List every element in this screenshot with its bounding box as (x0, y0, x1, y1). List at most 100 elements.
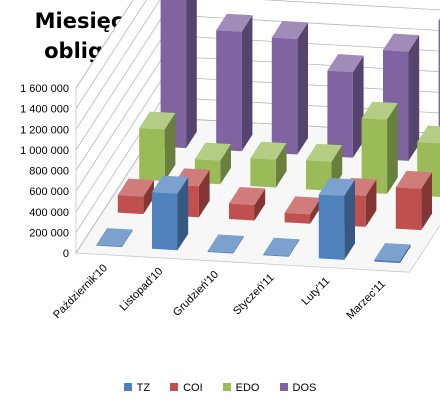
bar-front (263, 254, 289, 257)
bar-side (164, 113, 176, 182)
bar-top (207, 234, 244, 253)
bar-front (361, 118, 388, 194)
bar-side (198, 169, 210, 218)
legend-swatch (279, 383, 288, 391)
bar-tz (96, 228, 133, 248)
bar-front (96, 244, 122, 248)
y-tick-label: 200 000 (29, 227, 69, 239)
legend-item-edo: EDO (222, 382, 260, 394)
bar-dos (160, 0, 197, 149)
x-tick-label: Październik'10 (51, 262, 110, 321)
y-tick-label: 1 200 000 (20, 124, 69, 136)
x-tick-label: Luty'11 (300, 275, 333, 308)
bar-front (284, 212, 311, 224)
bar-side (177, 177, 189, 251)
bar-tz (207, 234, 244, 254)
x-tick-label: Grudzień'10 (171, 269, 221, 319)
bar-side (254, 188, 266, 221)
bar-coi (284, 196, 321, 224)
bar-coi (229, 187, 266, 221)
bar-side (344, 179, 355, 260)
bar-front (318, 194, 345, 260)
bar-front (395, 187, 422, 231)
bar-side (352, 55, 364, 158)
x-tick-label: Styczeń'11 (231, 272, 277, 318)
bar-top (263, 237, 300, 256)
bar-side (220, 144, 231, 185)
x-tick-label: Marzec'11 (344, 278, 388, 322)
y-tick-label: 1 400 000 (20, 104, 69, 116)
y-tick-label: 800 000 (29, 166, 69, 178)
bar-front (229, 203, 255, 221)
bar-top (194, 142, 231, 161)
y-tick-label: 1 600 000 (20, 83, 69, 95)
bar-front (207, 251, 234, 254)
bar-front (374, 259, 400, 264)
bar-tz (318, 178, 355, 260)
bar-chart-3d: 0 200 000 400 000 600 000 800 000 1 000 000 1 … (20, 0, 440, 322)
legend: TZ COI EDO DOS (0, 382, 440, 394)
bar-front (160, 0, 187, 149)
bar-top (216, 13, 253, 32)
bar-top (417, 125, 440, 144)
legend-item-tz: TZ (123, 382, 151, 394)
x-tick-label: Listopad'10 (117, 265, 165, 313)
bar-front (306, 160, 332, 191)
legend-label: TZ (136, 382, 151, 394)
legend-swatch (222, 383, 231, 391)
bar-side (387, 103, 398, 194)
gridline (75, 0, 147, 109)
bar-tz (263, 237, 300, 257)
bar-coi (117, 178, 154, 215)
bar-top (327, 54, 364, 73)
bars (96, 0, 440, 264)
legend-label: EDO (235, 382, 260, 394)
legend-label: DOS (292, 382, 317, 394)
bar-top (395, 170, 432, 189)
bar-side (186, 0, 197, 149)
y-tick-label: 400 000 (29, 207, 69, 219)
bar-top (361, 101, 398, 120)
bar-side (399, 244, 411, 264)
bar-front (271, 37, 298, 155)
bar-side (288, 239, 300, 257)
bar-side (121, 229, 133, 248)
x-axis-labels: Październik'10 Listopad'10 Grudzień'10 Styc… (51, 262, 388, 322)
bar-top (152, 175, 189, 194)
bar-top (229, 187, 266, 205)
bar-dos (271, 21, 308, 155)
bar-front (139, 128, 165, 182)
bar-side (233, 236, 244, 254)
bar-side (408, 35, 420, 161)
bar-side (275, 143, 287, 188)
bar-front (327, 70, 353, 158)
legend-swatch (170, 383, 179, 391)
bar-side (241, 15, 253, 152)
bar-side (310, 197, 321, 224)
y-axis-ticks: 0 200 000 400 000 600 000 800 000 1 000 000 1 … (20, 83, 69, 260)
bar-side (143, 180, 154, 215)
bar-top (117, 178, 154, 197)
bar-front (117, 195, 144, 215)
gridline (75, 0, 134, 89)
bar-front (216, 30, 242, 152)
legend-label: COI (183, 382, 203, 394)
bar-edo (361, 101, 398, 194)
bar-tz (152, 175, 189, 251)
bar-coi (395, 170, 432, 231)
legend-item-coi: COI (170, 382, 203, 394)
bar-side (297, 22, 308, 155)
bar-edo (139, 111, 176, 182)
bar-top (284, 196, 321, 215)
y-tick-label: 600 000 (29, 186, 69, 198)
bar-top (318, 178, 355, 196)
bar-top (139, 111, 176, 130)
legend-item-dos: DOS (279, 382, 317, 394)
bar-side (365, 179, 377, 227)
bar-top (383, 33, 420, 52)
gridline (75, 0, 440, 130)
bar-edo (306, 143, 343, 191)
bar-top (271, 21, 308, 39)
bar-front (250, 158, 276, 188)
bar-dos (216, 13, 253, 152)
